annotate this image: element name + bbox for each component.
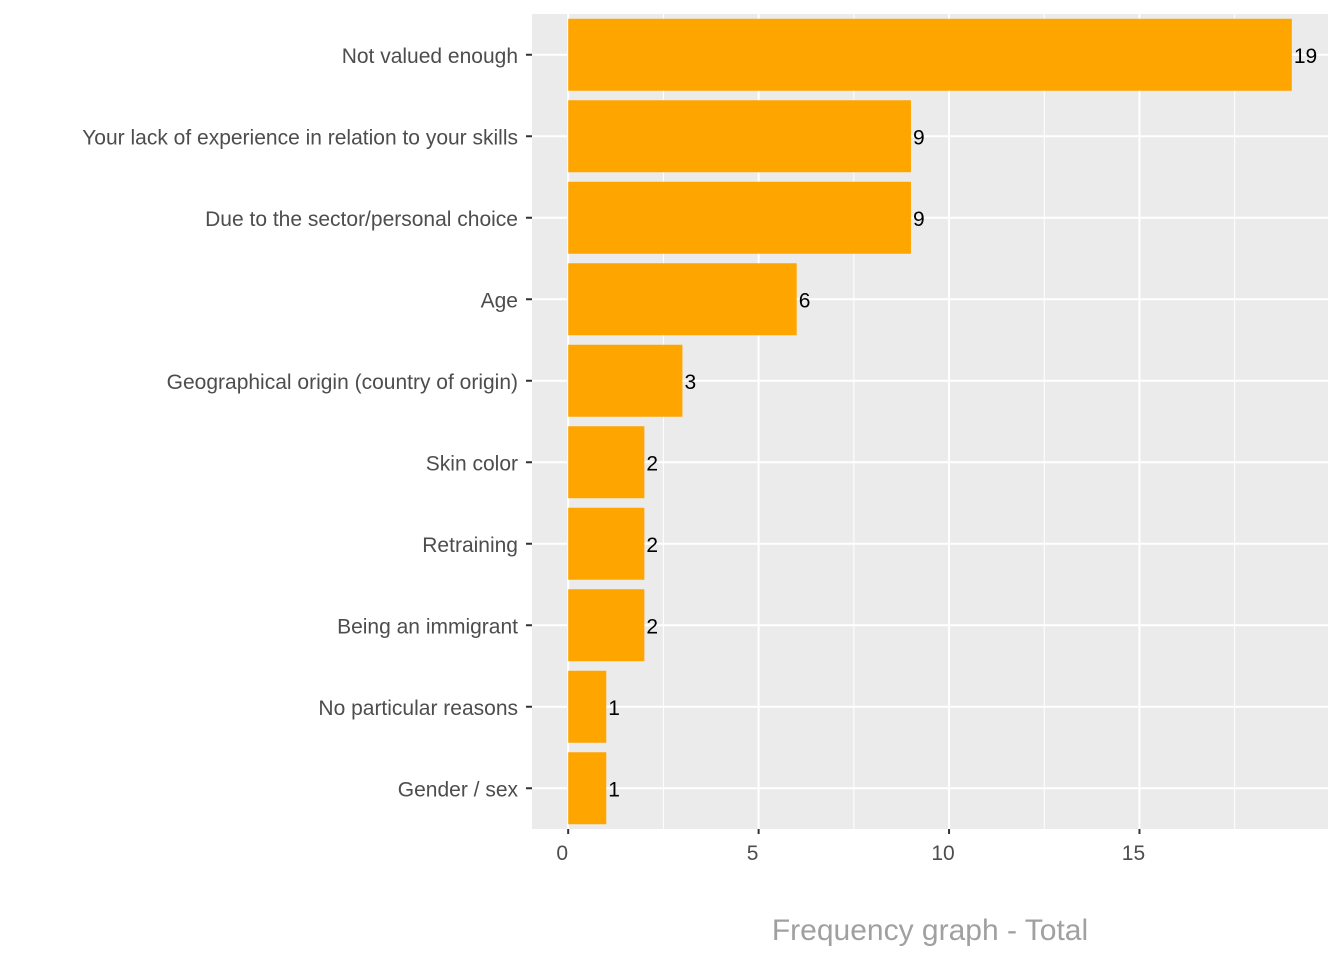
data-label: 2 [646, 615, 658, 638]
y-tick-label: Gender / sex [398, 778, 519, 801]
data-label: 6 [799, 289, 811, 312]
y-tick-label: No particular reasons [318, 697, 518, 720]
bar [568, 589, 645, 662]
y-tick-label: Skin color [426, 452, 518, 475]
y-tick-label: Age [481, 289, 518, 312]
data-label: 1 [608, 697, 620, 720]
bar [568, 181, 911, 254]
bar [568, 344, 683, 417]
data-label: 9 [913, 126, 925, 149]
y-tick-label: Your lack of experience in relation to y… [82, 126, 518, 149]
x-tick-label: 10 [931, 842, 954, 865]
x-axis-title: Frequency graph - Total [772, 914, 1088, 947]
x-tick-label: 0 [556, 842, 568, 865]
data-label: 19 [1294, 45, 1317, 68]
bar [568, 100, 911, 173]
y-tick-label: Retraining [422, 534, 518, 557]
x-tick-label: 5 [747, 842, 759, 865]
bar [568, 752, 607, 825]
y-tick-label: Geographical origin (country of origin) [167, 371, 518, 394]
bar [568, 426, 645, 499]
data-label: 2 [646, 452, 658, 475]
y-tick-label: Being an immigrant [337, 615, 518, 638]
data-label: 1 [608, 778, 620, 801]
bar [568, 507, 645, 580]
y-tick-label: Not valued enough [342, 45, 518, 68]
data-label: 2 [646, 534, 658, 557]
bar [568, 18, 1292, 91]
bar [568, 670, 607, 743]
y-tick-label: Due to the sector/personal choice [205, 208, 518, 231]
data-label: 3 [684, 371, 696, 394]
bar [568, 263, 797, 336]
x-tick-label: 15 [1122, 842, 1145, 865]
data-label: 9 [913, 208, 925, 231]
